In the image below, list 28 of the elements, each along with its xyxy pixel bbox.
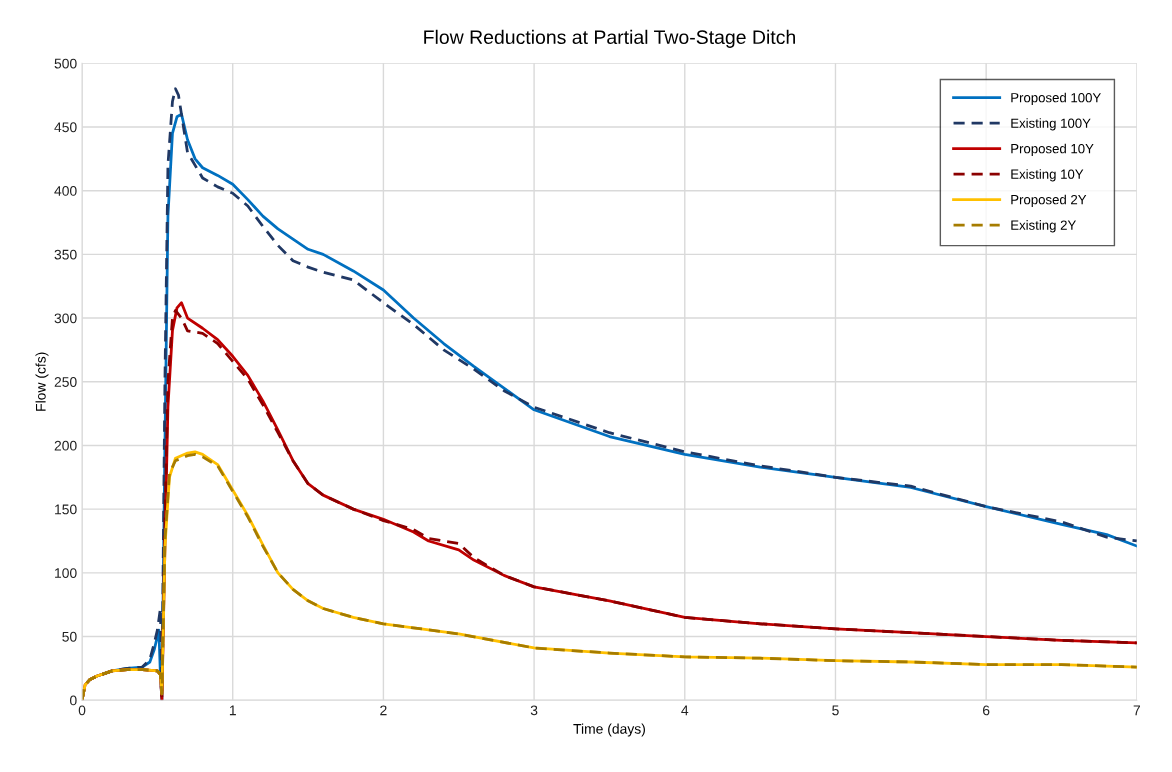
legend-label: Existing 10Y	[1011, 169, 1084, 182]
y-tick-label: 50	[62, 631, 77, 642]
y-tick-label: 100	[55, 568, 77, 578]
x-tick-label: 4	[681, 705, 689, 716]
x-tick-label: 3	[530, 705, 538, 716]
legend-label: Existing 2Y	[1011, 220, 1076, 233]
x-tick-label: 6	[983, 705, 990, 716]
legend-label: Proposed 10Y	[1011, 143, 1094, 156]
x-axis-title: Time (days)	[573, 723, 645, 737]
y-tick-label: 150	[55, 504, 77, 515]
x-tick-label: 5	[832, 705, 839, 716]
legend-label: Proposed 100Y	[1011, 92, 1101, 105]
x-tick-label: 0	[78, 705, 86, 716]
y-tick-label: 400	[54, 186, 77, 196]
y-tick-label: 0	[70, 695, 77, 706]
y-tick-label: 200	[54, 440, 77, 451]
y-axis-title: Flow (cfs)	[35, 352, 49, 411]
legend-label: Proposed 2Y	[1011, 194, 1087, 207]
legend-label: Existing 100Y	[1011, 118, 1091, 131]
y-tick-label: 300	[54, 313, 77, 324]
chart-title: Flow Reductions at Partial Two-Stage Ditch	[424, 29, 795, 48]
y-tick-label: 350	[54, 249, 77, 260]
x-tick-label: 7	[1133, 705, 1141, 716]
x-tick-label: 2	[380, 705, 387, 716]
y-tick-label: 500	[54, 58, 77, 69]
y-tick-label: 450	[54, 122, 77, 133]
x-tick-label: 1	[229, 705, 236, 716]
y-tick-label: 250	[54, 377, 77, 387]
